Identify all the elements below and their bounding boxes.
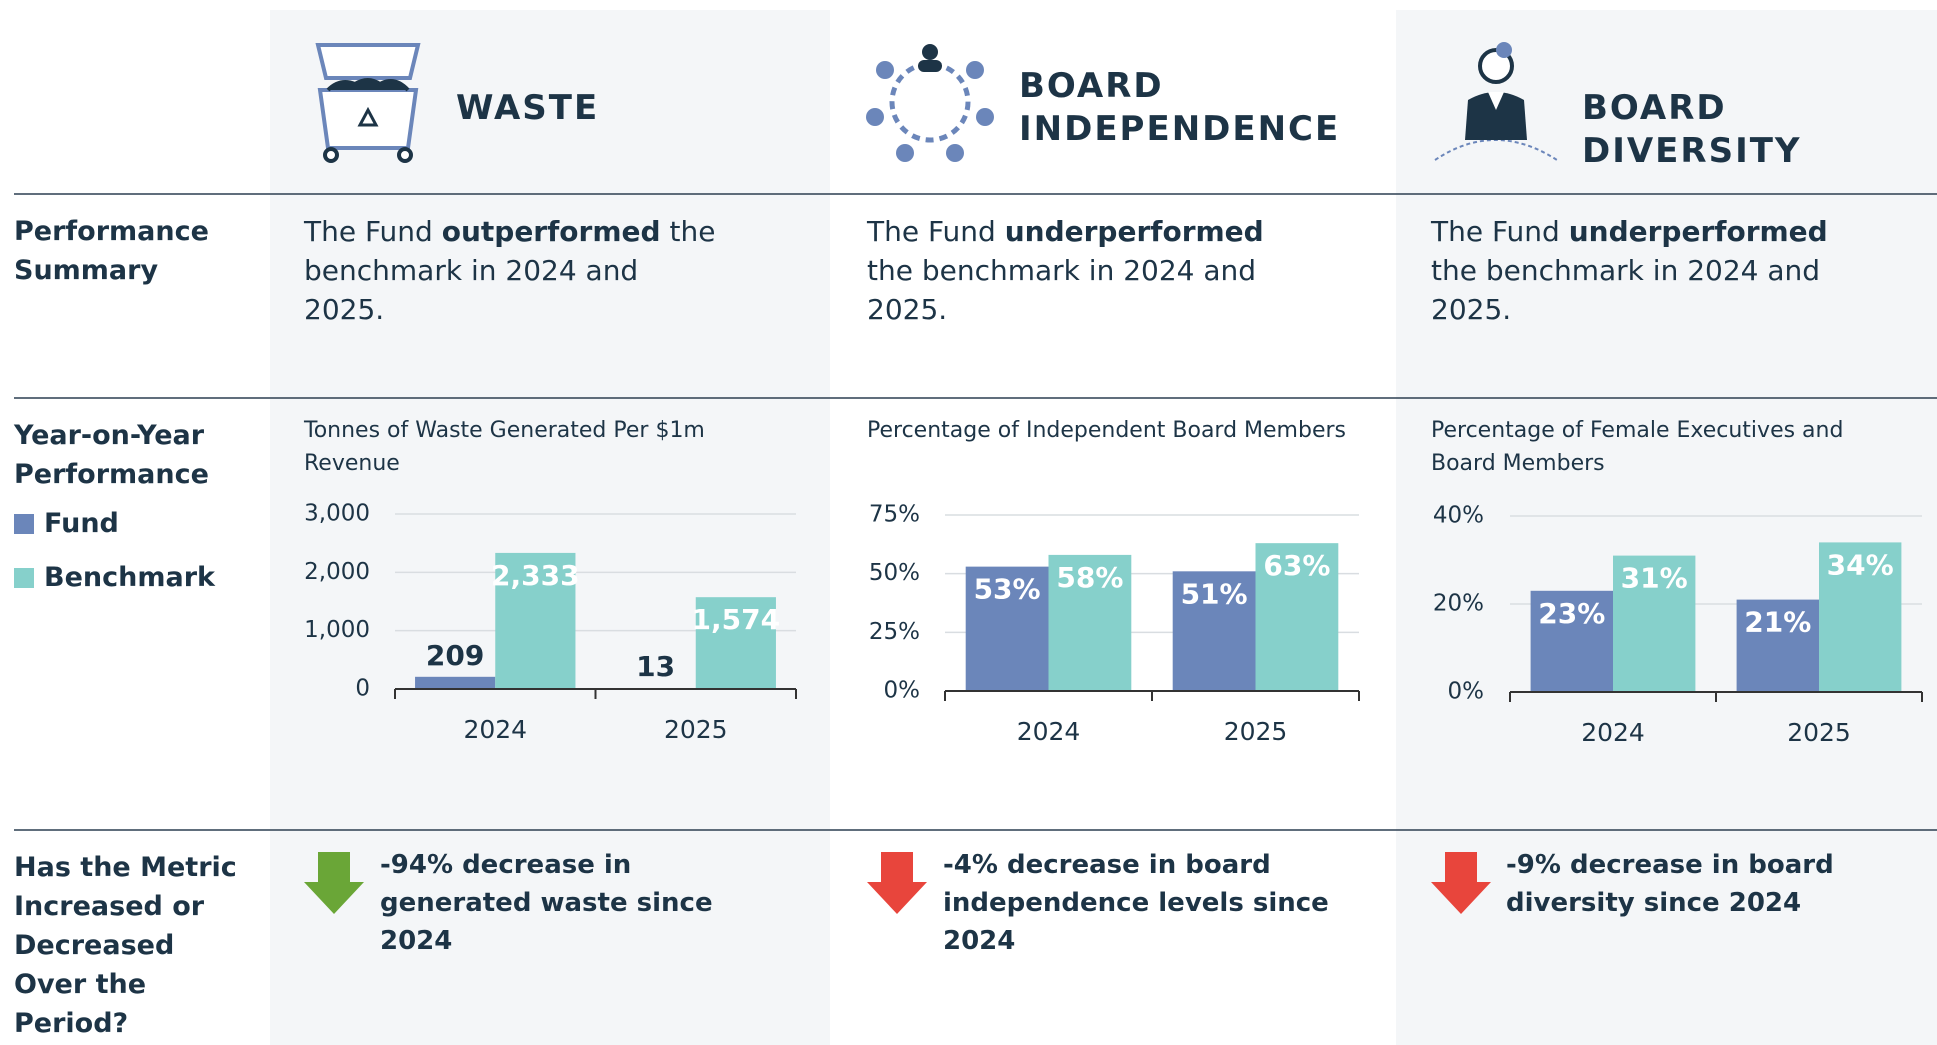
legend-swatch [14,513,34,534]
bar [1819,542,1902,692]
data-label: 58% [1056,561,1123,594]
data-label: 53% [974,573,1041,606]
summary: The Fund underperformed the benchmark in… [867,212,1287,329]
data-label: 2,333 [491,559,580,592]
data-label: 13 [636,650,675,683]
data-label: 51% [1181,577,1248,610]
summary-emphasis: underperformed [1568,215,1828,248]
bar [1048,554,1132,691]
summary-emphasis: outperformed [441,215,661,248]
column-heading: BOARD INDEPENDENCE [1019,66,1341,149]
column-heading: BOARD DIVERSITY [1582,88,1802,171]
legend-label: Benchmark [44,562,215,593]
column-heading: WASTE [456,88,600,128]
data-label: 63% [1263,549,1330,582]
summary-text: The Fund [1431,215,1569,248]
down-arrow [1431,852,1491,914]
y-tick-label: 0% [1448,679,1485,705]
legend-swatch [14,567,34,588]
summary-text: the benchmark in 2024 and 2025. [867,254,1257,326]
board-icon [866,44,994,162]
row-label: Year-on-Year Performance [14,420,209,490]
bar [695,597,776,689]
change-text: -94% decrease in generated waste since 2… [380,850,713,956]
bar [495,552,576,689]
x-tick-label: 2024 [1017,717,1081,746]
summary-text: the benchmark in 2024 and 2025. [1431,254,1821,326]
data-label: 31% [1621,562,1688,595]
bar [1172,571,1256,691]
y-tick-label: 0% [884,678,921,704]
data-label: 23% [1538,597,1605,630]
y-tick-label: 50% [869,560,920,586]
y-tick-label: 2,000 [304,559,370,585]
bar [1255,543,1339,691]
data-label: 34% [1827,548,1894,581]
column-background [1396,10,1937,1045]
y-tick-label: 25% [869,619,920,645]
change-text: -9% decrease in board diversity since 20… [1506,850,1834,918]
chart-title: Percentage of Female Executives and Boar… [1431,418,1844,476]
x-tick-label: 2024 [1581,718,1645,747]
down-arrow [304,852,364,914]
y-tick-label: 1,000 [304,617,370,643]
y-tick-label: 40% [1433,503,1484,529]
legend-label: Fund [44,508,119,539]
bar [1530,590,1613,692]
chart-title: Tonnes of Waste Generated Per $1m Revenu… [304,418,705,476]
y-tick-label: 3,000 [304,501,370,527]
x-tick-label: 2025 [1787,718,1851,747]
column-background [270,10,830,1045]
summary: The Fund outperformed the benchmark in 2… [304,212,724,329]
row-label: Performance Summary [14,216,209,286]
data-label: 1,574 [692,603,781,636]
x-tick-label: 2024 [463,715,527,744]
bar [965,566,1049,691]
y-tick-label: 0 [355,676,370,702]
y-tick-label: 20% [1433,591,1484,617]
bar [415,676,496,689]
change-text: -4% decrease in board independence level… [943,850,1329,956]
y-tick-label: 75% [869,502,920,528]
down-arrow [867,852,927,914]
chart-title: Percentage of Independent Board Members [867,418,1346,443]
summary-text: The Fund [867,215,1005,248]
summary-text: the benchmark in 2024 and 2025. [304,215,716,326]
data-label: 209 [426,639,484,672]
summary-text: The Fund [304,215,442,248]
bar [1613,555,1696,692]
data-label: 21% [1744,606,1811,639]
row-label: Has the Metric Increased or Decreased Ov… [14,852,237,1039]
x-tick-label: 2025 [664,715,728,744]
legend-item: Fund [14,508,119,539]
legend-item: Benchmark [14,562,215,593]
bar [1736,599,1819,692]
x-tick-label: 2025 [1224,717,1288,746]
waste-icon [315,43,421,163]
diversity-icon [1434,42,1558,161]
summary: The Fund underperformed the benchmark in… [1431,212,1851,329]
summary-emphasis: underperformed [1004,215,1264,248]
